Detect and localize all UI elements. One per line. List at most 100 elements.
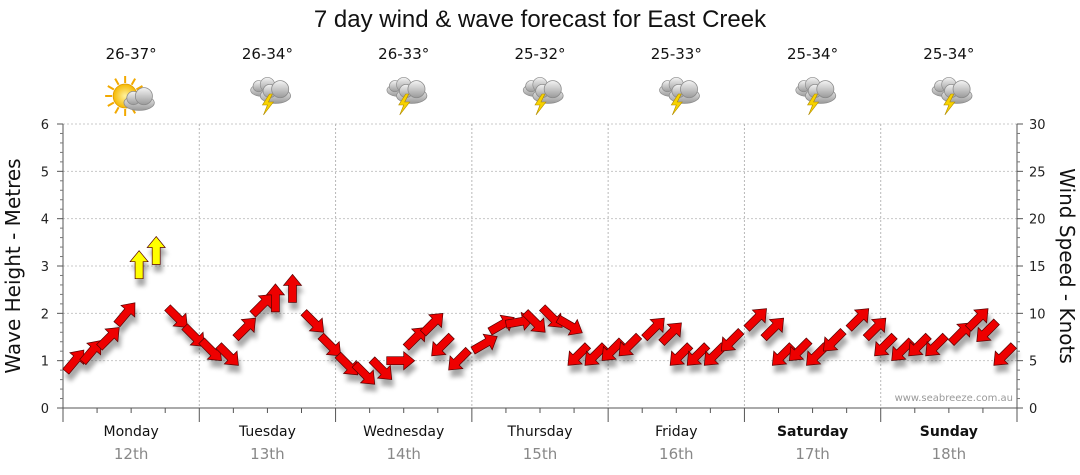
wind-arrow [760, 317, 785, 342]
wind-arrow [232, 317, 256, 342]
temp-range: 25-34° [923, 45, 974, 63]
left-tick-label: 1 [41, 355, 49, 370]
temp-range: 25-33° [651, 45, 702, 63]
thunderstorm-icon [522, 77, 564, 116]
wind-arrow [249, 294, 273, 318]
right-tick-label: 20 [1029, 213, 1046, 228]
day-date: 12th [114, 445, 148, 463]
lightning-bolt [807, 93, 820, 116]
weather-icons [105, 76, 973, 116]
wind-arrow [96, 327, 120, 351]
wind-arrow [964, 308, 989, 332]
sun-ray [135, 85, 143, 91]
wind-arrow [129, 250, 149, 280]
wind-arrow [601, 337, 626, 362]
wind-arrow [402, 327, 427, 351]
cloud-puff [680, 80, 698, 99]
temp-range: 26-37° [106, 45, 157, 63]
wind-arrow [448, 346, 472, 371]
temp-range: 25-34° [787, 45, 838, 63]
wind-arrow [181, 323, 205, 347]
right-tick-label: 25 [1029, 165, 1046, 180]
right-tick-label: 0 [1029, 402, 1037, 417]
day-name: Wednesday [363, 424, 444, 440]
wind-arrow [146, 235, 166, 265]
chart-axes [57, 123, 1023, 422]
wind-arrow [874, 332, 898, 357]
left-tick-label: 6 [41, 118, 49, 133]
wind-arrow [113, 302, 136, 328]
wind-arrow [845, 308, 870, 332]
wind-arrow [908, 332, 932, 357]
cloud-puff [543, 80, 562, 99]
day-name: Tuesday [238, 424, 296, 440]
day-name: Monday [104, 424, 159, 440]
right-tick-label: 30 [1029, 118, 1046, 133]
wind-arrow [555, 314, 583, 336]
lightning-bolt [943, 93, 956, 116]
wind-arrow [522, 309, 546, 333]
wind-arrow [164, 304, 188, 328]
credit-text: www.seabreeze.com.au [895, 393, 1013, 404]
wind-arrow [351, 361, 376, 385]
wind-arrow [720, 328, 745, 352]
thunderstorm-icon [795, 77, 837, 116]
sun-ray [114, 106, 120, 114]
wind-arrow [334, 351, 359, 376]
cloud-puff [134, 87, 153, 106]
grid-lines [63, 123, 1017, 408]
lightning-bolt [670, 93, 683, 116]
cloud-puff [952, 80, 971, 99]
wind-arrows [62, 235, 1017, 385]
day-name: Thursday [506, 424, 572, 440]
wind-arrow [368, 356, 393, 380]
wind-arrow [891, 337, 915, 362]
cloud-shape [259, 80, 292, 104]
left-tick-label: 3 [41, 260, 49, 275]
wind-arrow [771, 342, 796, 366]
wind-arrow [976, 318, 1000, 343]
day-name: Friday [655, 424, 697, 440]
cloud-puff [271, 80, 290, 99]
day-date: 13th [250, 445, 284, 463]
day-name: Saturday [777, 424, 848, 440]
wind-arrow [300, 309, 325, 333]
cloud-puff [816, 80, 835, 99]
sun-cloud-icon [105, 76, 155, 116]
right-axis-title: Wind Speed - Knots [1055, 168, 1079, 364]
wind-arrow [947, 322, 972, 346]
right-tick-label: 10 [1029, 307, 1046, 322]
day-date: 18th [932, 445, 966, 463]
lightning-bolt [398, 93, 411, 116]
cloud-puff [407, 80, 426, 99]
wind-arrow [317, 332, 342, 357]
thunderstorm-icon [250, 77, 292, 116]
day-date: 16th [659, 445, 693, 463]
wind-arrow [419, 312, 444, 337]
wind-arrow [265, 283, 286, 313]
day-name: Sunday [920, 424, 978, 440]
wind-arrow [79, 340, 102, 366]
wind-arrow [925, 332, 949, 357]
wind-arrow [386, 350, 416, 371]
wind-arrow [993, 342, 1017, 366]
right-tick-label: 15 [1029, 260, 1046, 275]
day-date: 14th [386, 445, 420, 463]
thunderstorm-icon [931, 77, 973, 116]
wind-arrow [669, 342, 694, 366]
thunderstorm-icon [386, 77, 428, 116]
sun-ray [114, 78, 120, 86]
day-date: 17th [795, 445, 829, 463]
wind-arrow [618, 332, 643, 357]
left-axis-title: Wave Height - Metres [1, 158, 25, 373]
temp-range: 26-34° [242, 45, 293, 63]
sun-ray [107, 101, 115, 107]
cloud-shape [123, 87, 155, 111]
wind-arrow [743, 308, 767, 332]
lightning-bolt [534, 93, 547, 116]
temp-range: 26-33° [378, 45, 429, 63]
right-tick-label: 5 [1029, 355, 1037, 370]
wind-arrow [431, 332, 455, 357]
wind-arrow [823, 328, 847, 352]
day-date: 15th [523, 445, 557, 463]
